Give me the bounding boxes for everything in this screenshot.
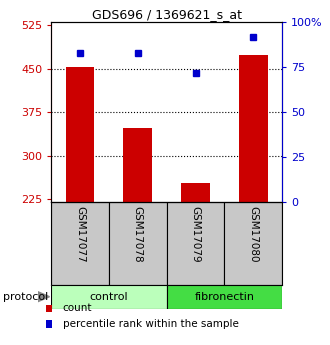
Bar bbox=[167, 202, 224, 285]
Bar bbox=[123, 128, 152, 202]
Text: GSM17077: GSM17077 bbox=[75, 206, 85, 263]
Text: count: count bbox=[63, 304, 92, 313]
Text: percentile rank within the sample: percentile rank within the sample bbox=[63, 319, 239, 329]
Bar bbox=[239, 56, 268, 202]
Text: protocol: protocol bbox=[3, 292, 49, 302]
Bar bbox=[167, 285, 282, 309]
Bar bbox=[224, 202, 282, 285]
Text: GSM17080: GSM17080 bbox=[248, 206, 258, 263]
Bar bbox=[66, 67, 94, 202]
Bar bbox=[51, 202, 109, 285]
Text: control: control bbox=[89, 292, 128, 302]
Text: GSM17079: GSM17079 bbox=[190, 206, 201, 263]
Title: GDS696 / 1369621_s_at: GDS696 / 1369621_s_at bbox=[92, 8, 242, 21]
Bar bbox=[51, 285, 167, 309]
Bar bbox=[109, 202, 167, 285]
Bar bbox=[181, 183, 210, 202]
Text: fibronectin: fibronectin bbox=[194, 292, 254, 302]
Polygon shape bbox=[38, 292, 50, 302]
Text: GSM17078: GSM17078 bbox=[133, 206, 143, 263]
